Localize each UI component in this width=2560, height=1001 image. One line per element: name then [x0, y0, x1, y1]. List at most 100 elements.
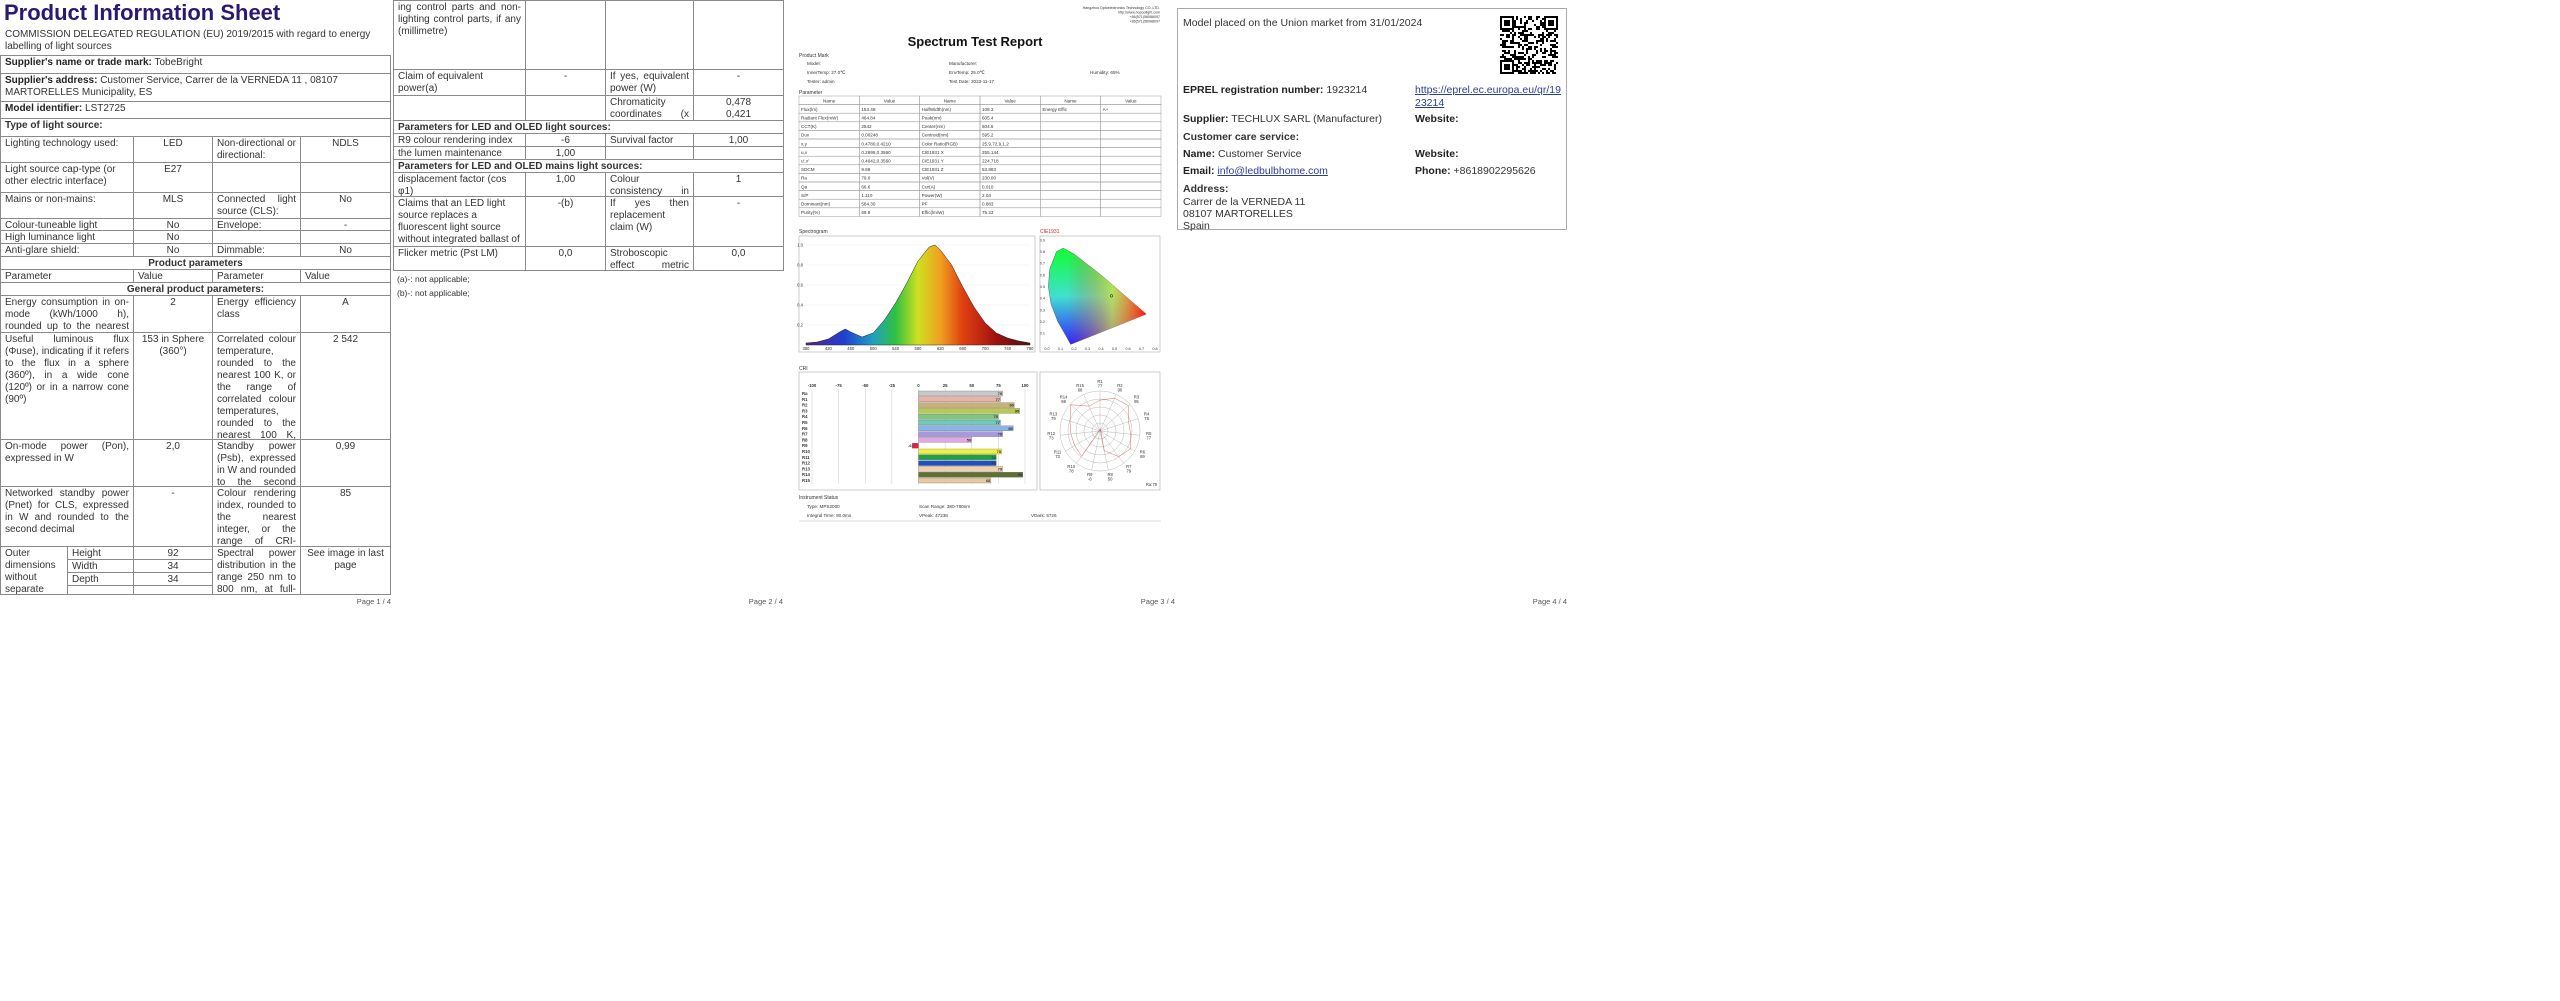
table-cell: Supplier's address: Customer Service, Ca… — [0, 73, 391, 102]
cell-text: Purity(%) — [801, 210, 820, 215]
chart-frame — [1039, 371, 1161, 491]
qr-module — [1500, 28, 1502, 30]
qr-module — [1548, 62, 1550, 64]
table-cell: Useful luminous flux (Φuse), indicating … — [0, 332, 134, 440]
table-cell: -6 — [525, 133, 606, 147]
value-label: 79 — [998, 432, 1003, 437]
field-label: Supplier's name or trade mark: — [5, 57, 152, 68]
polar-label: R3 — [1134, 395, 1140, 400]
company-line: http://www.hopoolight.com — [1118, 11, 1160, 15]
qr-module — [1554, 54, 1556, 56]
qr-module — [1550, 40, 1552, 42]
eprel-link[interactable]: https://eprel.ec.europa.eu/qr/1923214 — [1415, 84, 1561, 109]
qr-module — [1524, 72, 1526, 74]
table-cell — [300, 230, 391, 244]
qr-module — [1552, 56, 1554, 58]
qr-module — [1504, 28, 1506, 30]
x-tick-label: 540 — [892, 346, 900, 351]
table-cell — [1100, 173, 1162, 183]
x-tick-label: 460 — [847, 346, 855, 351]
qr-module — [1550, 20, 1552, 22]
qr-module — [1520, 62, 1522, 64]
category-label: R15 — [802, 478, 810, 483]
qr-module — [1526, 44, 1528, 46]
qr-module — [1542, 24, 1544, 26]
qr-module — [1514, 52, 1516, 54]
qr-module — [1508, 60, 1510, 62]
cell-text: 224.718 — [982, 159, 999, 164]
qr-module — [1520, 22, 1522, 24]
qr-module — [1546, 28, 1548, 30]
qr-module — [1510, 46, 1512, 48]
table-cell: On-mode power (Pon), expressed in W — [0, 439, 134, 487]
field-value: LST2725 — [85, 103, 126, 114]
table-cell: - — [693, 69, 784, 96]
qr-module — [1524, 22, 1526, 24]
qr-module — [1510, 72, 1512, 74]
qr-module — [1526, 52, 1528, 54]
cell-text: CIE1931 X — [922, 150, 944, 155]
category-label: R11 — [802, 455, 810, 460]
instrument-field: VDark: 5726 — [1031, 513, 1057, 518]
qr-module — [1548, 72, 1550, 74]
cell-text: 2542 — [861, 124, 872, 129]
table-cell: 2,0 — [133, 439, 213, 487]
qr-module — [1554, 34, 1556, 36]
qr-module — [1504, 22, 1506, 24]
table-cell — [798, 173, 860, 183]
qr-module — [1536, 62, 1538, 64]
qr-module — [1528, 56, 1530, 58]
qr-module — [1556, 22, 1558, 24]
qr-module — [1540, 64, 1542, 66]
bar — [918, 425, 1014, 431]
table-cell — [1040, 181, 1101, 191]
qr-module — [1504, 56, 1506, 58]
table-cell — [1100, 112, 1162, 123]
qr-module — [1532, 72, 1534, 74]
qr-module — [1540, 34, 1542, 36]
table-cell — [1100, 138, 1162, 148]
qr-module — [1518, 46, 1520, 48]
table-cell: 1 — [693, 172, 784, 197]
qr-module — [1524, 34, 1526, 36]
info-field: Model: — [807, 61, 821, 66]
x-tick-label: 380 — [803, 346, 811, 351]
info-field: Test Date: 2023-11-17 — [949, 79, 995, 84]
instrument-field: Scan Range: 380-780nm — [919, 504, 970, 509]
qr-module — [1518, 28, 1520, 30]
x-tick-label: -25 — [889, 383, 896, 388]
polar-spoke — [1099, 394, 1117, 432]
qr-module — [1556, 28, 1558, 30]
cell-text: 605.4 — [982, 116, 994, 121]
qr-module — [1514, 50, 1516, 52]
qr-module — [1554, 52, 1556, 54]
qr-module — [1550, 48, 1552, 50]
table-cell — [1040, 121, 1101, 131]
cell-text: 108.3 — [982, 107, 994, 112]
qr-module — [1530, 58, 1532, 60]
qr-module — [1504, 66, 1506, 68]
table-cell — [212, 230, 301, 244]
qr-module — [1536, 28, 1538, 30]
bar — [918, 414, 999, 420]
polar-spoke — [1065, 430, 1101, 452]
email-link[interactable]: info@ledbulbhome.com — [1217, 165, 1328, 177]
table-cell: 2 542 — [300, 332, 391, 440]
qr-module — [1534, 64, 1536, 66]
x-tick-label: 580 — [915, 346, 923, 351]
bar — [918, 396, 1001, 402]
qr-module — [1546, 60, 1548, 62]
instrument-field: VPeak: 47238 — [919, 513, 948, 518]
qr-module — [1530, 28, 1532, 30]
x-tick-label: 100 — [1021, 383, 1029, 388]
qr-module — [1528, 16, 1530, 18]
cell-text: 0.010 — [982, 184, 994, 189]
category-label: R8 — [802, 437, 808, 442]
table-cell: Stroboscopic effect metric (SVM) — [605, 246, 694, 271]
field: Supplier: TECHLUX SARL (Manufacturer) — [1183, 113, 1382, 125]
polar-label: R1 — [1097, 379, 1103, 384]
qr-module — [1538, 40, 1540, 42]
qr-module — [1556, 16, 1558, 18]
table-cell: 85 — [300, 486, 391, 547]
qr-module — [1512, 40, 1514, 42]
